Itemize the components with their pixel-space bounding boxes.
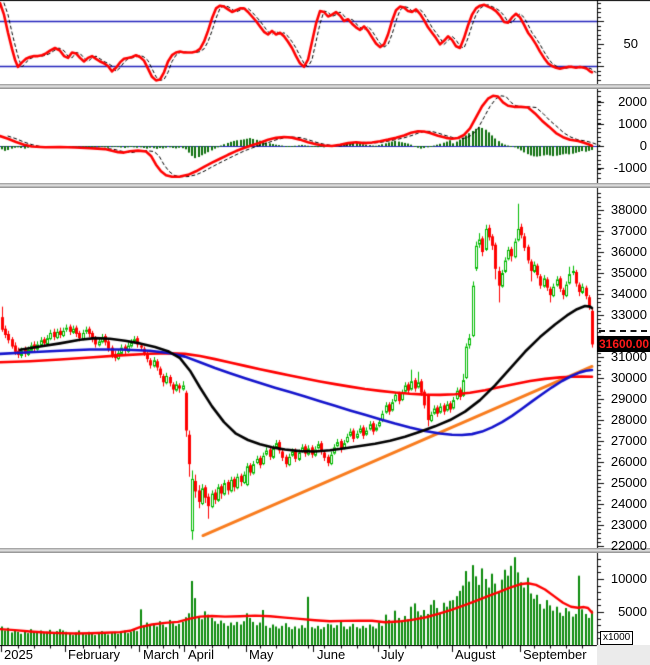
month-label: June: [317, 647, 346, 662]
month-label: 2025: [4, 647, 33, 662]
month-label: February: [68, 647, 121, 662]
axis-tick-label: 38000: [610, 202, 647, 217]
axis-tick-label: 33000: [610, 307, 647, 322]
axis-tick-label: 28000: [610, 412, 647, 427]
axis-tick-label: 25000: [610, 475, 647, 490]
axis-tick-label: -1000: [613, 160, 647, 175]
axis-tick-label: 30000: [610, 370, 647, 385]
month-label: July: [381, 647, 405, 662]
axis-tick-label: 24000: [610, 496, 647, 511]
price-pane: [0, 188, 650, 548]
axis-tick-label: 10000: [610, 571, 647, 586]
axis-tick-label: 26000: [610, 454, 647, 469]
axis-tick-label: 2000: [618, 94, 647, 109]
axis-tick-label: 22000: [610, 538, 647, 553]
axis-tick-label: 29000: [610, 391, 647, 406]
axis-tick-label: 23000: [610, 517, 647, 532]
month-label: September: [523, 647, 587, 662]
macd-pane: [0, 89, 650, 183]
month-label: August: [455, 647, 496, 662]
month-label: May: [249, 647, 274, 662]
axis-tick-label: 27000: [610, 433, 647, 448]
axis-tick-label: 5000: [618, 604, 647, 619]
axis-tick-label: 37000: [610, 223, 647, 238]
axis-tick-label: 31000: [610, 349, 647, 364]
axis-tick-label: 50: [623, 36, 638, 51]
axis-tick-label: 36000: [610, 244, 647, 259]
axis-tick-label: 0: [639, 138, 647, 153]
month-label: April: [188, 647, 215, 662]
axis-tick-label: 1000: [618, 116, 647, 131]
last-price-label: 31600.00: [597, 336, 650, 352]
axis-tick-label: 34000: [610, 286, 647, 301]
volume-unit-label: x1000: [600, 631, 634, 645]
axis-corner: [597, 645, 650, 665]
pane-separator: [0, 183, 650, 188]
pane-separator: [0, 548, 650, 553]
volume-pane: [0, 553, 650, 645]
oscillator-pane: [0, 0, 650, 84]
month-label: March: [143, 647, 180, 662]
previous-close-dash: [599, 330, 647, 332]
axis-tick-label: 35000: [610, 265, 647, 280]
pane-separator: [0, 84, 650, 89]
time-axis-strip: [0, 645, 650, 665]
